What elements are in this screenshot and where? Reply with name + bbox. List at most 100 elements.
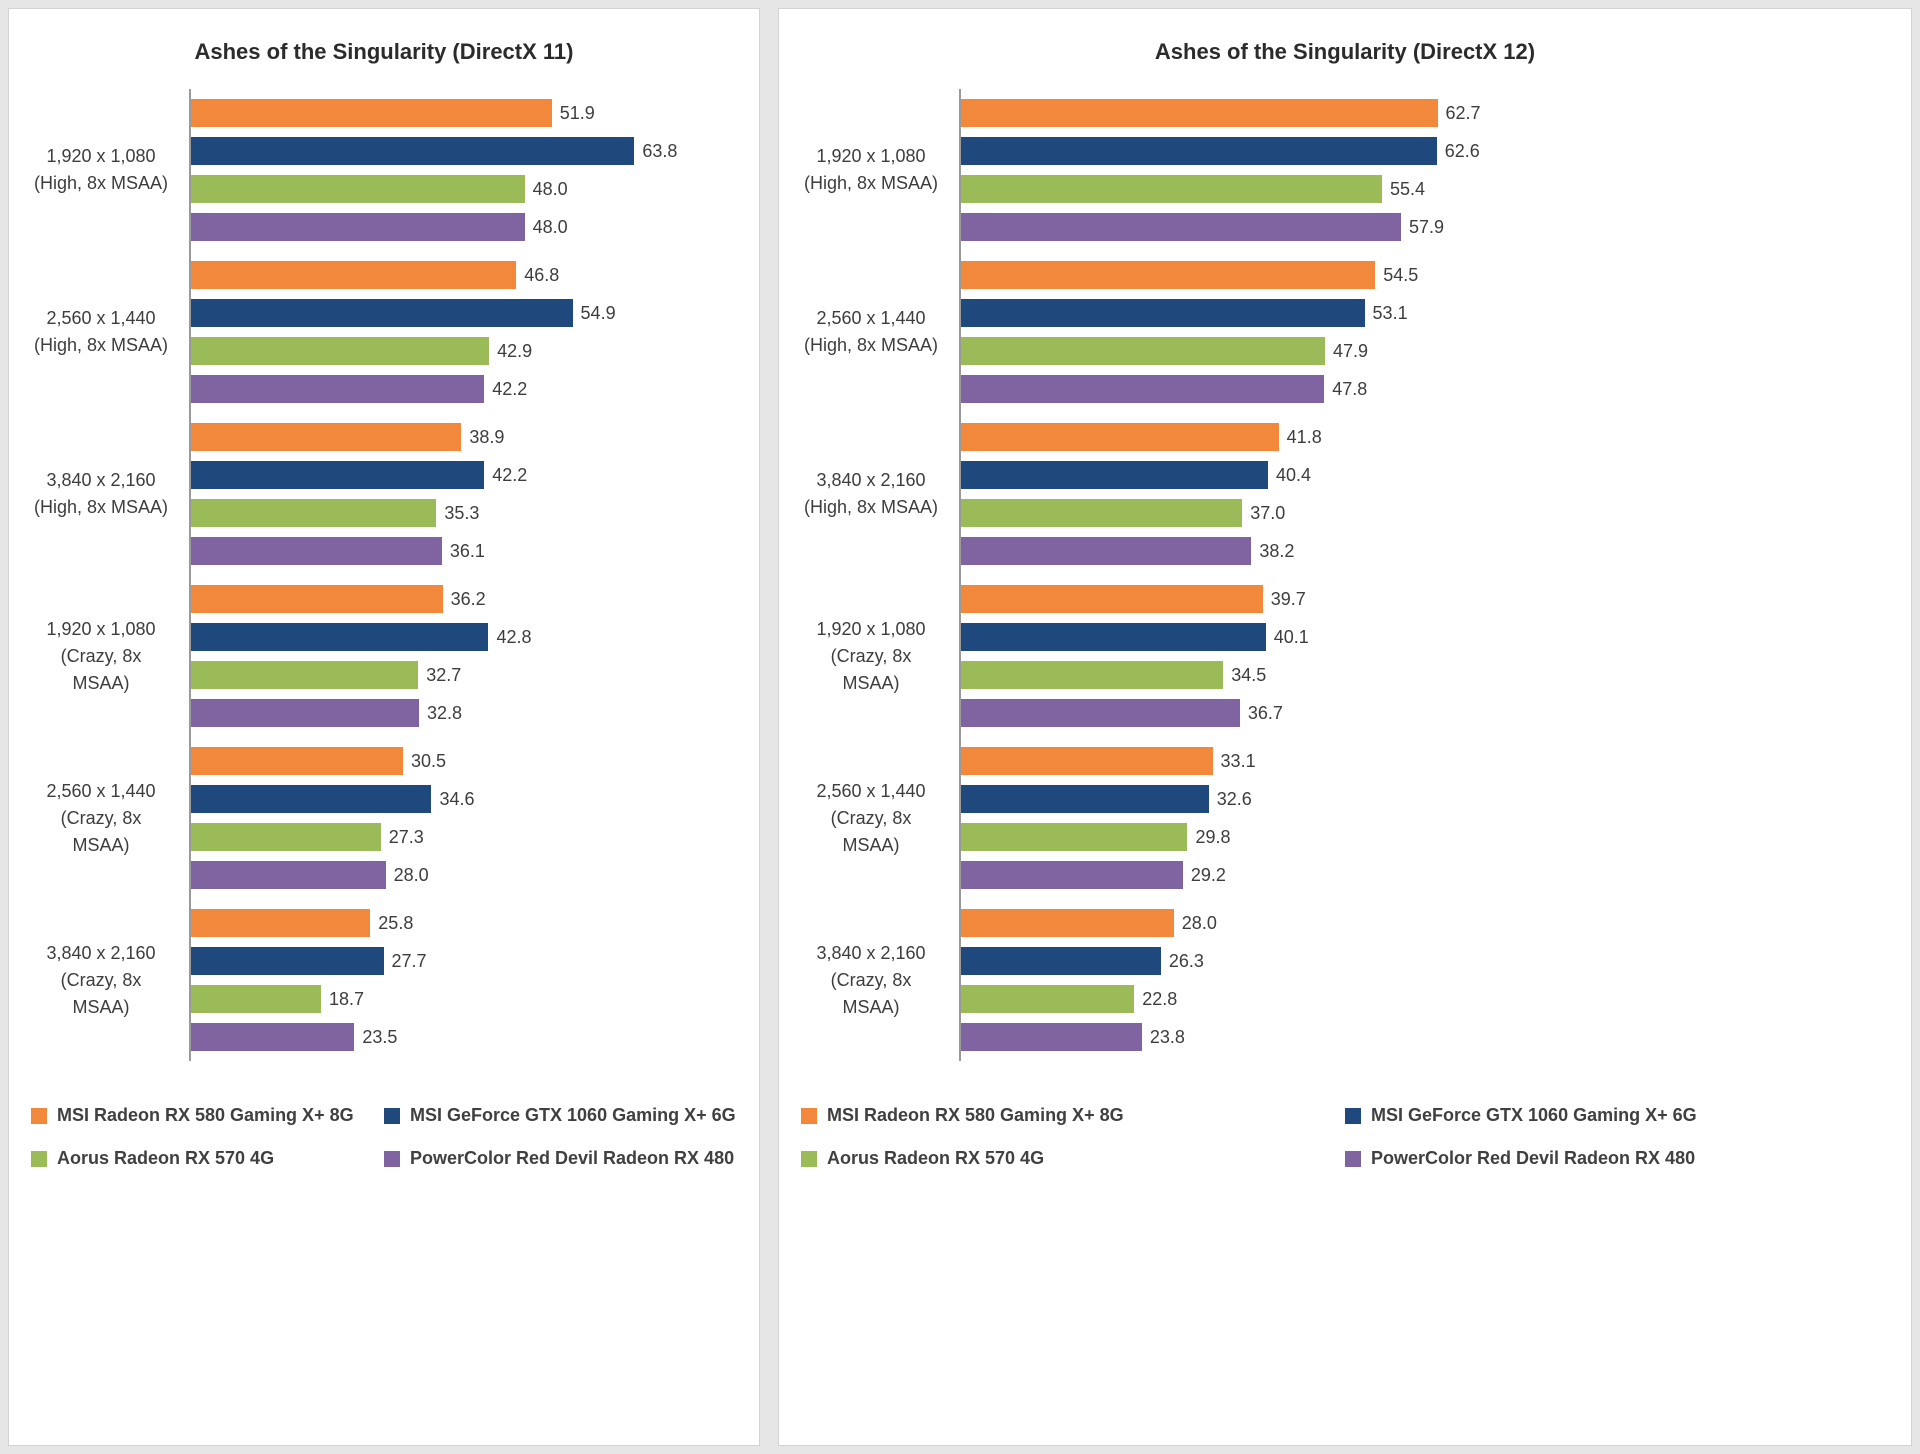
bar bbox=[191, 661, 419, 689]
bar-row: 28.0 bbox=[191, 856, 747, 894]
bar bbox=[191, 213, 525, 241]
category-axis: 1,920 x 1,080 (High, 8x MSAA) 2,560 x 1,4… bbox=[791, 89, 959, 1061]
bar bbox=[961, 175, 1383, 203]
bar-value-label: 30.5 bbox=[410, 750, 447, 771]
bars-area: 51.9 63.8 48.0 48.0 46.8 54.9 42.9 42.2 38.9 42.2… bbox=[189, 89, 747, 1061]
bar-value-label: 23.8 bbox=[1149, 1026, 1185, 1047]
category-label: 2,560 x 1,440 (High, 8x MSAA) bbox=[33, 308, 169, 355]
bar-row: 42.9 bbox=[191, 332, 747, 370]
bar-value-label: 36.7 bbox=[1247, 702, 1283, 723]
category-axis: 1,920 x 1,080 (High, 8x MSAA) 2,560 x 1,4… bbox=[21, 89, 189, 1061]
bar-row: 42.8 bbox=[191, 618, 747, 656]
legend-label: MSI GeForce GTX 1060 Gaming X+ 6G bbox=[410, 1105, 736, 1125]
bar-value-label: 48.0 bbox=[532, 178, 568, 199]
bar-row: 57.9 bbox=[961, 208, 1569, 246]
bar bbox=[191, 261, 517, 289]
bar-value-label: 46.8 bbox=[524, 264, 560, 285]
category-label: 1,920 x 1,080 (Crazy, 8x MSAA) bbox=[46, 618, 156, 693]
bar-group: 54.5 53.1 47.9 47.8 bbox=[961, 251, 1569, 413]
bar-value-label: 63.8 bbox=[642, 140, 678, 161]
category-label: 2,560 x 1,440 (Crazy, 8x MSAA) bbox=[816, 780, 926, 855]
bar-row: 34.5 bbox=[961, 656, 1569, 694]
legend-item: PowerColor Red Devil Radeon RX 480 bbox=[384, 1148, 737, 1169]
legend-item: MSI Radeon RX 580 Gaming X+ 8G bbox=[801, 1105, 1345, 1126]
legend-swatch bbox=[801, 1107, 817, 1124]
bar bbox=[191, 1023, 355, 1051]
bar-row: 29.2 bbox=[961, 856, 1569, 894]
bar-value-label: 42.2 bbox=[492, 464, 528, 485]
legend-swatch bbox=[1345, 1150, 1361, 1167]
bar bbox=[961, 661, 1224, 689]
bar-row: 42.2 bbox=[191, 370, 747, 408]
category-label: 2,560 x 1,440 (High, 8x MSAA) bbox=[803, 308, 939, 355]
bar bbox=[191, 785, 432, 813]
bar-value-label: 38.9 bbox=[469, 426, 505, 447]
legend-item: MSI Radeon RX 580 Gaming X+ 8G bbox=[31, 1105, 384, 1126]
bar bbox=[961, 261, 1376, 289]
bar-row: 62.6 bbox=[961, 132, 1569, 170]
bar-row: 41.8 bbox=[961, 418, 1569, 456]
bar bbox=[191, 499, 437, 527]
legend-swatch bbox=[31, 1107, 47, 1124]
bar-row: 36.7 bbox=[961, 694, 1569, 732]
bar-value-label: 32.6 bbox=[1216, 788, 1252, 809]
bar-value-label: 28.0 bbox=[393, 864, 429, 885]
bar-row: 32.6 bbox=[961, 780, 1569, 818]
bar-row: 36.2 bbox=[191, 580, 747, 618]
bar bbox=[961, 1023, 1142, 1051]
bar bbox=[961, 461, 1269, 489]
bar-value-label: 32.7 bbox=[426, 664, 462, 685]
legend-swatch bbox=[1345, 1107, 1361, 1124]
bar-row: 36.1 bbox=[191, 532, 747, 570]
bar-row: 53.1 bbox=[961, 294, 1569, 332]
bar-value-label: 42.9 bbox=[497, 340, 533, 361]
bar-row: 47.8 bbox=[961, 370, 1569, 408]
legend-swatch bbox=[384, 1107, 400, 1124]
bar-value-label: 22.8 bbox=[1142, 988, 1178, 1009]
legend-label: MSI GeForce GTX 1060 Gaming X+ 6G bbox=[1371, 1105, 1697, 1125]
bar bbox=[191, 375, 485, 403]
bar-row: 23.5 bbox=[191, 1018, 747, 1056]
legend-swatch bbox=[801, 1150, 817, 1167]
bar-group: 38.9 42.2 35.3 36.1 bbox=[191, 413, 747, 575]
bar-row: 48.0 bbox=[191, 208, 747, 246]
bar-value-label: 26.3 bbox=[1168, 950, 1204, 971]
bar bbox=[961, 947, 1161, 975]
bar bbox=[961, 909, 1174, 937]
bar-row: 55.4 bbox=[961, 170, 1569, 208]
bar-row: 37.0 bbox=[961, 494, 1569, 532]
chart-title-directx12: Ashes of the Singularity (DirectX 12) bbox=[1154, 39, 1536, 64]
category-label: 2,560 x 1,440 (Crazy, 8x MSAA) bbox=[46, 780, 156, 855]
bar bbox=[191, 947, 384, 975]
bar-row: 54.9 bbox=[191, 294, 747, 332]
bar bbox=[191, 537, 442, 565]
bar-row: 32.8 bbox=[191, 694, 747, 732]
bar-row: 33.1 bbox=[961, 742, 1569, 780]
bar-value-label: 37.0 bbox=[1250, 502, 1286, 523]
legend-swatch bbox=[384, 1150, 400, 1167]
bar bbox=[191, 747, 403, 775]
plot-area-directx11: 1,920 x 1,080 (High, 8x MSAA) 2,560 x 1,4… bbox=[21, 89, 747, 1061]
bar-value-label: 35.3 bbox=[444, 502, 480, 523]
legend-label: Aorus Radeon RX 570 4G bbox=[57, 1148, 275, 1168]
bar-value-label: 33.1 bbox=[1220, 750, 1256, 771]
bar-row: 62.7 bbox=[961, 94, 1569, 132]
bar bbox=[961, 213, 1402, 241]
bar bbox=[191, 175, 525, 203]
legend-directx12: MSI Radeon RX 580 Gaming X+ 8G MSI GeForc… bbox=[791, 1105, 1899, 1169]
bar bbox=[191, 99, 552, 127]
bar-row: 51.9 bbox=[191, 94, 747, 132]
legend-label: Aorus Radeon RX 570 4G bbox=[827, 1148, 1045, 1168]
bar-value-label: 28.0 bbox=[1181, 912, 1217, 933]
bar bbox=[191, 699, 419, 727]
bar-value-label: 36.1 bbox=[449, 540, 485, 561]
bar-group: 30.5 34.6 27.3 28.0 bbox=[191, 737, 747, 899]
chart-title-directx11: Ashes of the Singularity (DirectX 11) bbox=[194, 39, 574, 64]
bar bbox=[961, 699, 1240, 727]
bar-value-label: 18.7 bbox=[328, 988, 364, 1009]
bar bbox=[191, 137, 635, 165]
bar bbox=[961, 99, 1438, 127]
bar bbox=[191, 985, 321, 1013]
bar-group: 36.2 42.8 32.7 32.8 bbox=[191, 575, 747, 737]
category-label: 3,840 x 2,160 (High, 8x MSAA) bbox=[803, 470, 939, 517]
